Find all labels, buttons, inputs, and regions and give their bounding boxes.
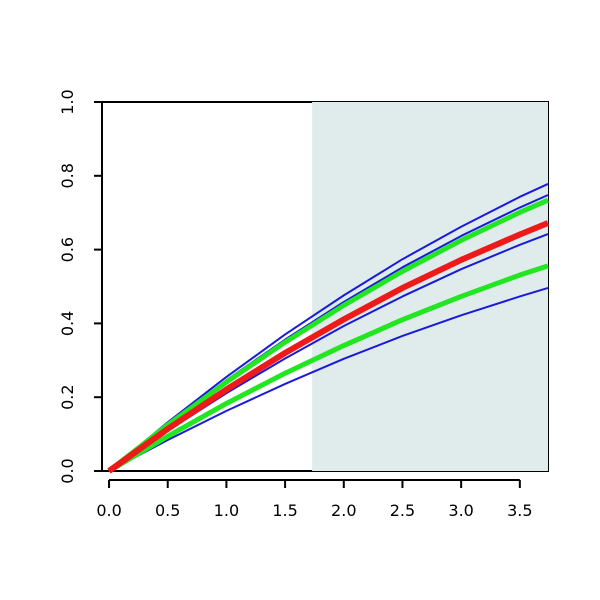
x-tick-label: 0.5: [155, 501, 180, 520]
line: [108, 183, 549, 472]
y-tick-label: 0.2: [58, 384, 77, 409]
y-tick-label: 1.0: [58, 89, 77, 114]
x-tick-label: 3.0: [448, 501, 473, 520]
line: [108, 287, 549, 472]
x-tick-label: 2.5: [390, 501, 415, 520]
y-tick-label: 0.4: [58, 311, 77, 336]
shaded-region: [312, 102, 548, 471]
line: [107, 263, 549, 474]
y-tick-label: 0.6: [58, 237, 77, 262]
x-tick-label: 1.0: [214, 501, 239, 520]
x-tick-label: 0.0: [96, 501, 121, 520]
x-tick-label: 3.5: [507, 501, 532, 520]
line: [107, 220, 550, 474]
x-tick-label: 1.5: [272, 501, 297, 520]
y-tick-label: 0.8: [58, 163, 77, 188]
y-tick-label: 0.0: [58, 458, 77, 483]
line: [107, 197, 549, 473]
x-tick-label: 2.0: [331, 501, 356, 520]
